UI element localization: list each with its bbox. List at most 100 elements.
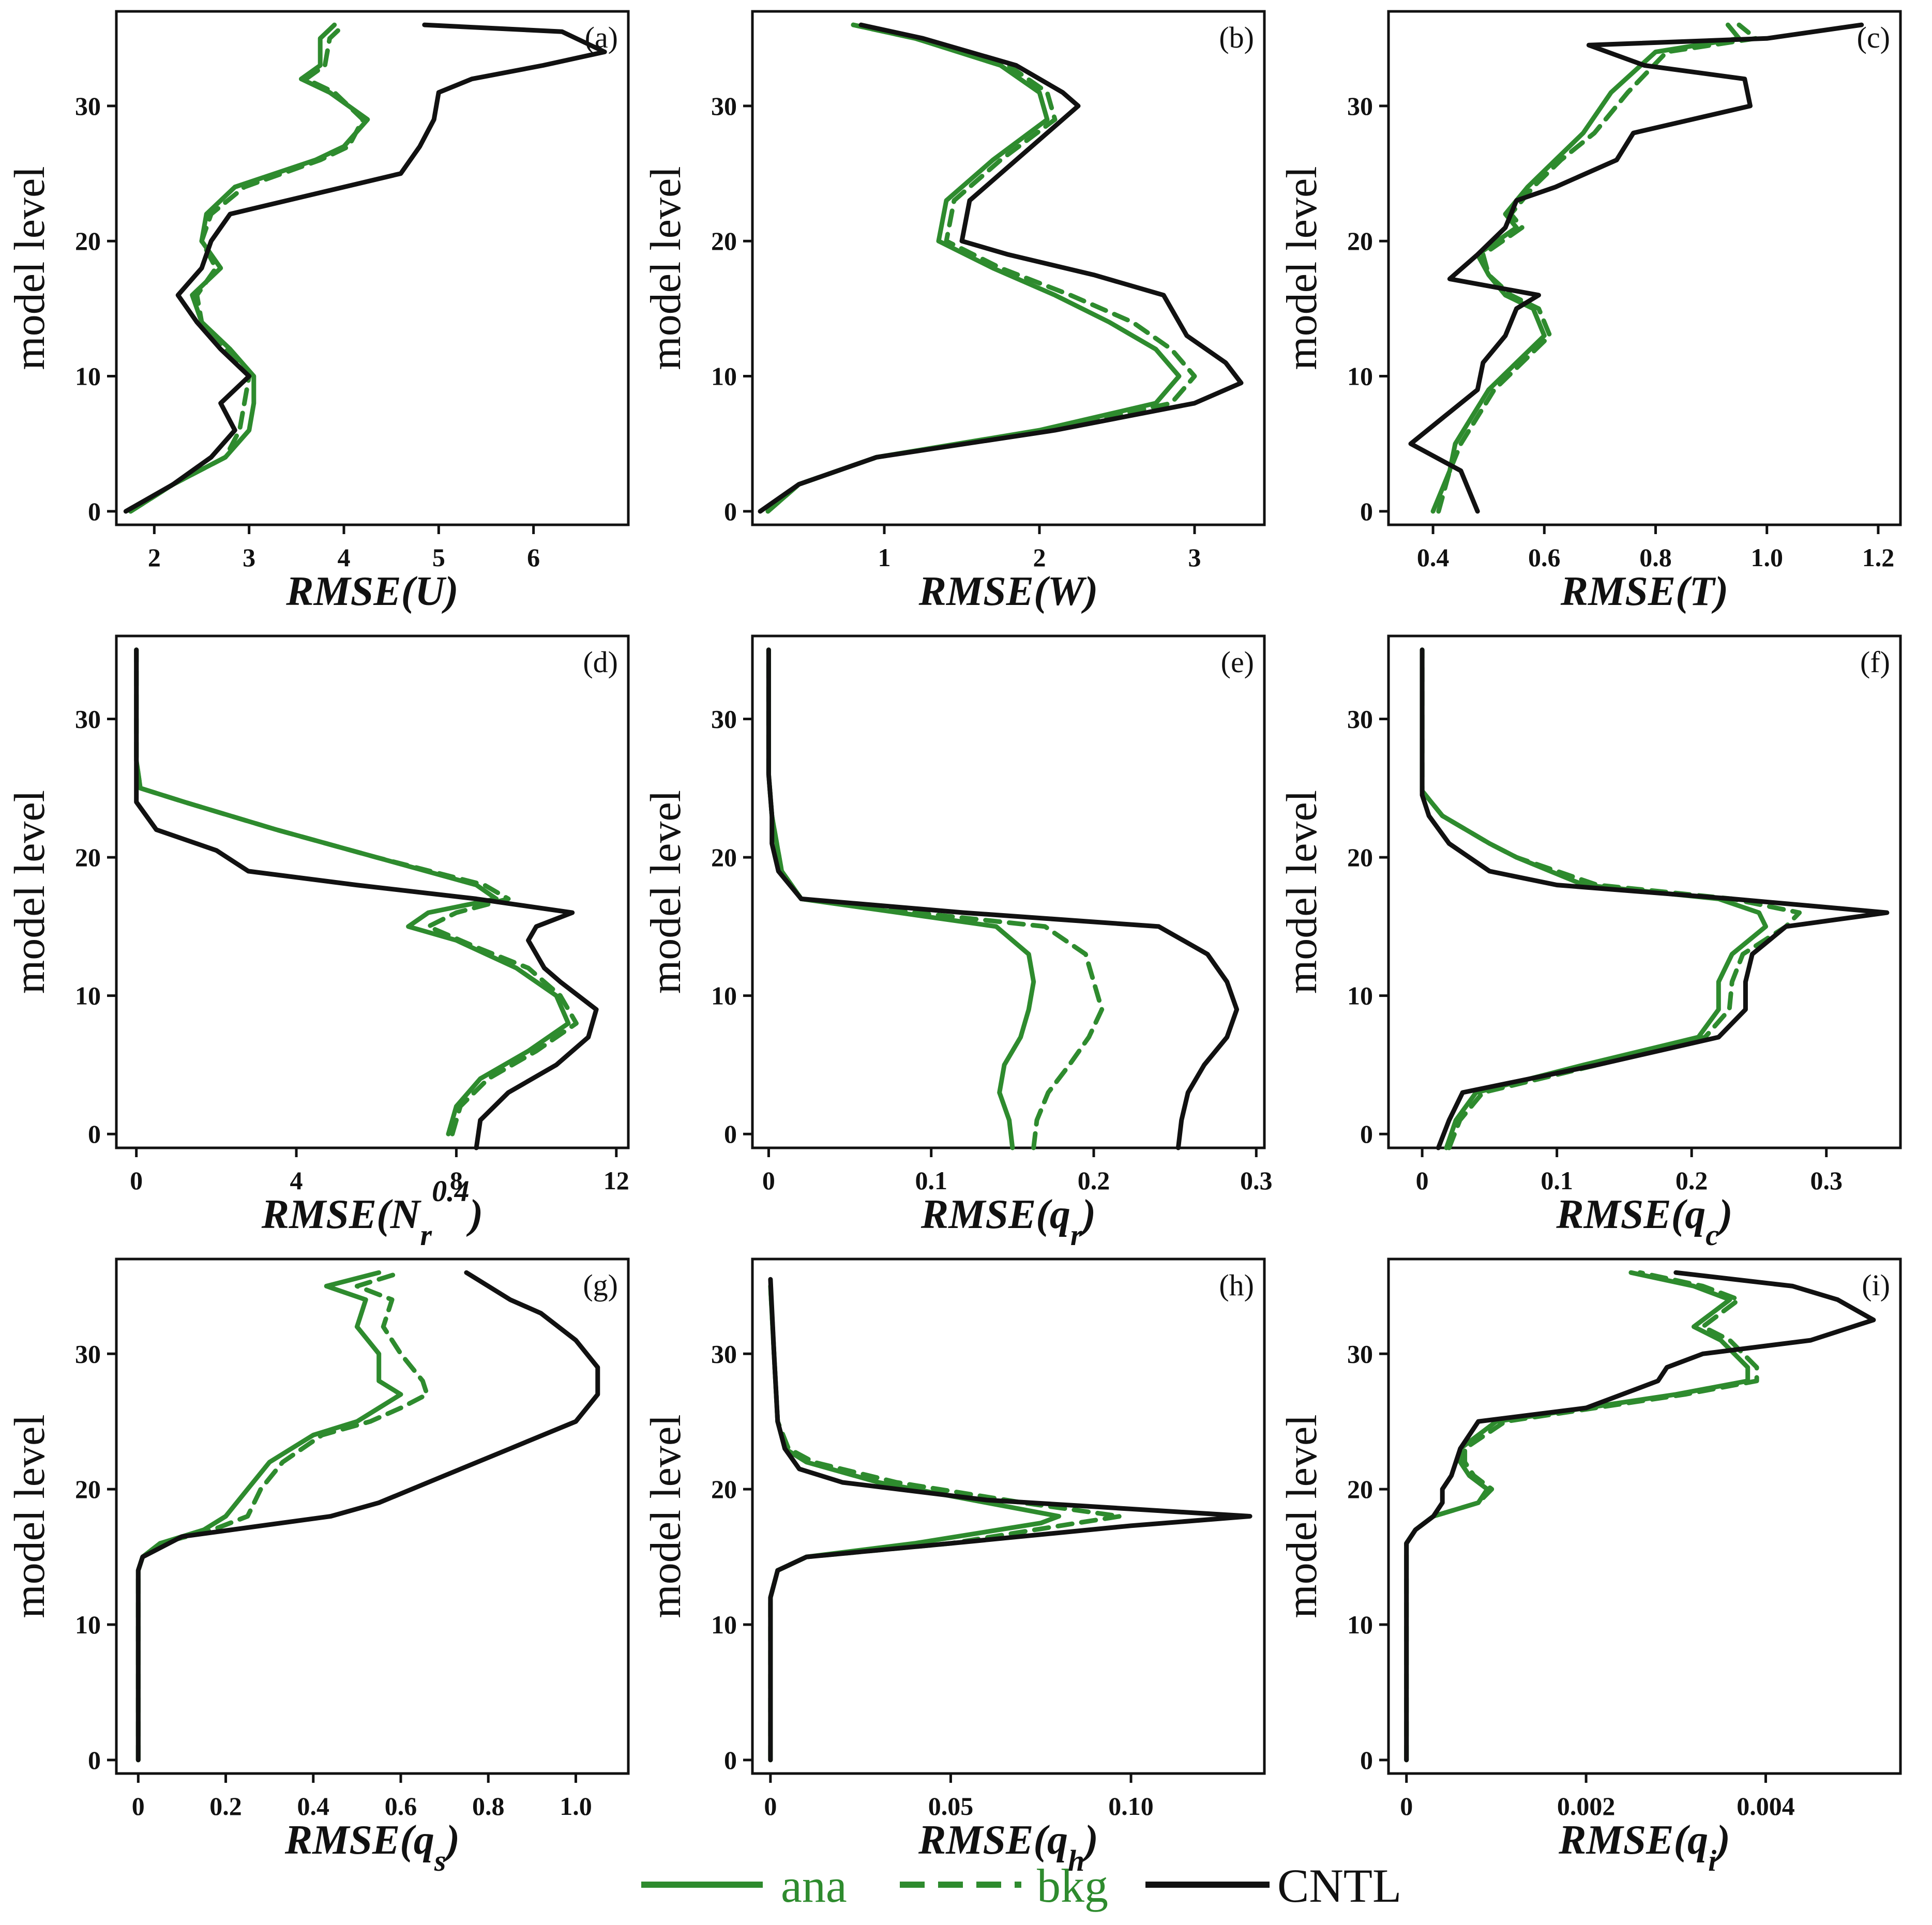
x-tick-label: 1.0 <box>560 1792 592 1821</box>
x-axis-label-main: RMSE(q <box>918 1817 1068 1863</box>
y-tick-label: 0 <box>1360 1119 1373 1148</box>
plot-frame <box>751 10 1266 526</box>
series-cntl-line <box>766 647 1240 1150</box>
x-axis-label-subscript: i <box>1708 1844 1716 1877</box>
x-axis-label-close: ) <box>466 1192 484 1237</box>
y-tick-label: 0 <box>88 1746 101 1775</box>
series-cntl-line <box>768 1277 1252 1763</box>
x-axis-label-subscript: r <box>420 1218 432 1252</box>
plot-frame <box>1387 10 1902 526</box>
series-cntl-line <box>134 647 599 1150</box>
x-tick-label: 0.2 <box>1078 1166 1110 1195</box>
y-tick-label: 30 <box>711 705 737 734</box>
x-tick-label: 2 <box>148 543 161 572</box>
y-axis-label: model level <box>6 1414 54 1618</box>
x-tick-label: 0 <box>1416 1166 1429 1195</box>
x-tick-label: 12 <box>603 1166 629 1195</box>
x-axis-label-main: RMSE(W) <box>918 569 1098 614</box>
series-bkg-line <box>135 1270 430 1763</box>
panel-label: (b) <box>1219 21 1254 54</box>
y-tick-label: 30 <box>75 705 101 734</box>
series-ana-line <box>128 22 370 514</box>
y-tick-label: 30 <box>711 92 737 120</box>
x-tick-label: 0 <box>1400 1792 1413 1821</box>
y-tick-label: 20 <box>1347 1475 1373 1504</box>
x-tick-label: 0.002 <box>1557 1792 1616 1821</box>
y-tick-label: 10 <box>1347 981 1373 1010</box>
panel-label: (g) <box>583 1268 618 1302</box>
x-axis-label-close: ) <box>1716 1192 1733 1237</box>
series-cntl-line <box>758 22 1244 514</box>
y-tick-label: 30 <box>1347 705 1373 734</box>
y-tick-label: 10 <box>75 1610 101 1639</box>
x-axis-label-main: RMSE(q <box>284 1817 434 1863</box>
y-tick-label: 10 <box>711 362 737 391</box>
x-tick-label: 1.0 <box>1750 543 1783 572</box>
y-tick-label: 0 <box>88 1119 101 1148</box>
x-tick-label: 0 <box>132 1792 145 1821</box>
y-tick-label: 30 <box>75 92 101 120</box>
x-tick-label: 0.1 <box>1541 1166 1573 1195</box>
x-tick-label: 0.1 <box>915 1166 947 1195</box>
plot-frame <box>1387 1257 1902 1775</box>
x-tick-label: 0 <box>762 1166 775 1195</box>
series-bkg-line <box>766 647 1105 1150</box>
y-tick-label: 20 <box>711 1475 737 1504</box>
plot-frame <box>751 634 1266 1149</box>
x-axis-label-subscript: h <box>1068 1844 1084 1877</box>
chart-panel-h: 0 0.05 0.10 0 10 20 30 model level RMSE(qh) (h) <box>642 1257 1266 1877</box>
x-tick-label: 0.6 <box>1528 543 1561 572</box>
x-tick-label: 3 <box>1188 543 1201 572</box>
y-axis-label: model level <box>1278 790 1326 994</box>
series-ana-line <box>1404 1270 1750 1763</box>
y-tick-label: 10 <box>1347 362 1373 391</box>
plot-frame <box>751 1257 1266 1775</box>
y-tick-label: 30 <box>1347 1339 1373 1368</box>
x-axis-label-main: RMSE(N <box>261 1192 422 1237</box>
panel-label: (f) <box>1860 645 1890 679</box>
series-ana-line <box>768 1283 1062 1763</box>
series-bkg-line <box>128 22 366 514</box>
x-axis-label-close: ) <box>1081 1817 1098 1863</box>
x-tick-label: 0.4 <box>1417 543 1450 572</box>
series-ana-line <box>765 22 1182 514</box>
y-tick-label: 20 <box>1347 226 1373 255</box>
y-axis-label: model level <box>1278 166 1326 370</box>
x-tick-label: 0 <box>130 1166 143 1195</box>
x-axis-label-close: ) <box>443 1817 460 1863</box>
x-tick-label: 5 <box>432 543 445 572</box>
x-axis-label-close: ) <box>1079 1192 1096 1237</box>
x-axis-label: RMSE(Nr0.4) <box>261 1174 483 1252</box>
x-tick-label: 0.3 <box>1810 1166 1843 1195</box>
chart-panel-e: 0 0.1 0.2 0.3 0 10 20 30 model level RMSE(qr) (e) <box>642 634 1273 1252</box>
x-axis-label-subscript: s <box>434 1844 446 1877</box>
y-tick-label: 10 <box>75 981 101 1010</box>
x-axis-label: RMSE(qs) <box>284 1817 460 1877</box>
y-tick-label: 20 <box>711 226 737 255</box>
x-axis-label-main: RMSE(q <box>1558 1817 1708 1863</box>
plot-frame <box>1387 634 1902 1149</box>
panel-label: (d) <box>583 645 618 679</box>
legend-ana-label: ana <box>781 1859 847 1912</box>
x-tick-label: 0 <box>764 1792 777 1821</box>
x-axis-label-superscript: 0.4 <box>432 1174 470 1208</box>
series-cntl-line <box>1408 22 1864 514</box>
plot-frame <box>115 1257 630 1775</box>
y-tick-label: 20 <box>75 1475 101 1504</box>
x-axis-label: RMSE(W) <box>918 569 1098 614</box>
x-tick-label: 3 <box>243 543 255 572</box>
series-ana-line <box>1430 22 1742 514</box>
x-tick-label: 0.004 <box>1737 1792 1795 1821</box>
x-tick-label: 6 <box>527 543 540 572</box>
series-cntl-line <box>1420 647 1890 1150</box>
chart-panel-i: 0 0.002 0.004 0 10 20 30 model level RMSE(qi) (i) <box>1278 1257 1902 1877</box>
y-axis-label: model level <box>642 1414 690 1618</box>
y-tick-label: 20 <box>75 226 101 255</box>
y-tick-label: 10 <box>75 362 101 391</box>
x-tick-label: 2 <box>1033 543 1046 572</box>
panel-label: (h) <box>1219 1268 1254 1302</box>
y-axis-label: model level <box>642 790 690 994</box>
y-axis-label: model level <box>6 166 54 370</box>
